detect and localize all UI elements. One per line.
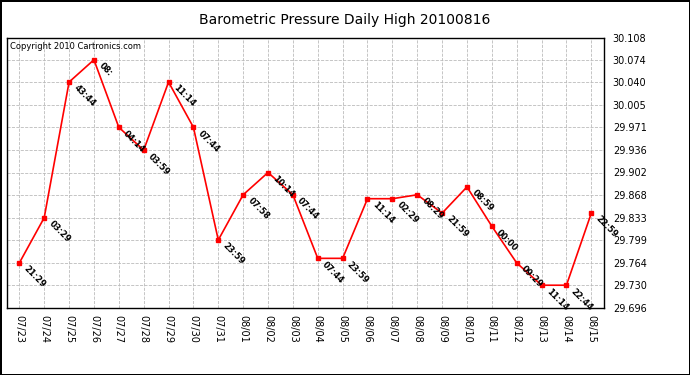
Text: 09:29: 09:29 [520,264,544,290]
Text: 00:00: 00:00 [495,228,520,253]
Text: 23:59: 23:59 [346,260,371,285]
Text: 43:44: 43:44 [72,84,97,109]
Text: 10:14: 10:14 [270,174,296,199]
Text: 08:59: 08:59 [470,188,495,213]
Text: 04:14: 04:14 [121,129,147,154]
Text: 07:44: 07:44 [196,129,221,154]
Text: 03:29: 03:29 [47,219,72,244]
Text: 11:14: 11:14 [371,200,395,225]
Text: 07:44: 07:44 [296,196,321,221]
Text: 02:29: 02:29 [395,200,420,225]
Text: 08:: 08: [97,61,114,78]
Text: 08:29: 08:29 [420,196,445,221]
Text: 23:59: 23:59 [221,242,246,267]
Text: 11:14: 11:14 [171,84,197,109]
Text: 22:44: 22:44 [569,286,595,312]
Text: Barometric Pressure Daily High 20100816: Barometric Pressure Daily High 20100816 [199,13,491,27]
Text: 07:58: 07:58 [246,196,271,221]
Text: 03:59: 03:59 [146,152,172,177]
Text: 22:59: 22:59 [594,214,620,240]
Text: 21:59: 21:59 [445,214,470,240]
Text: 07:44: 07:44 [321,260,346,285]
Text: 21:29: 21:29 [22,264,48,290]
Text: Copyright 2010 Cartronics.com: Copyright 2010 Cartronics.com [10,42,141,51]
Text: 11:14: 11:14 [544,286,570,312]
